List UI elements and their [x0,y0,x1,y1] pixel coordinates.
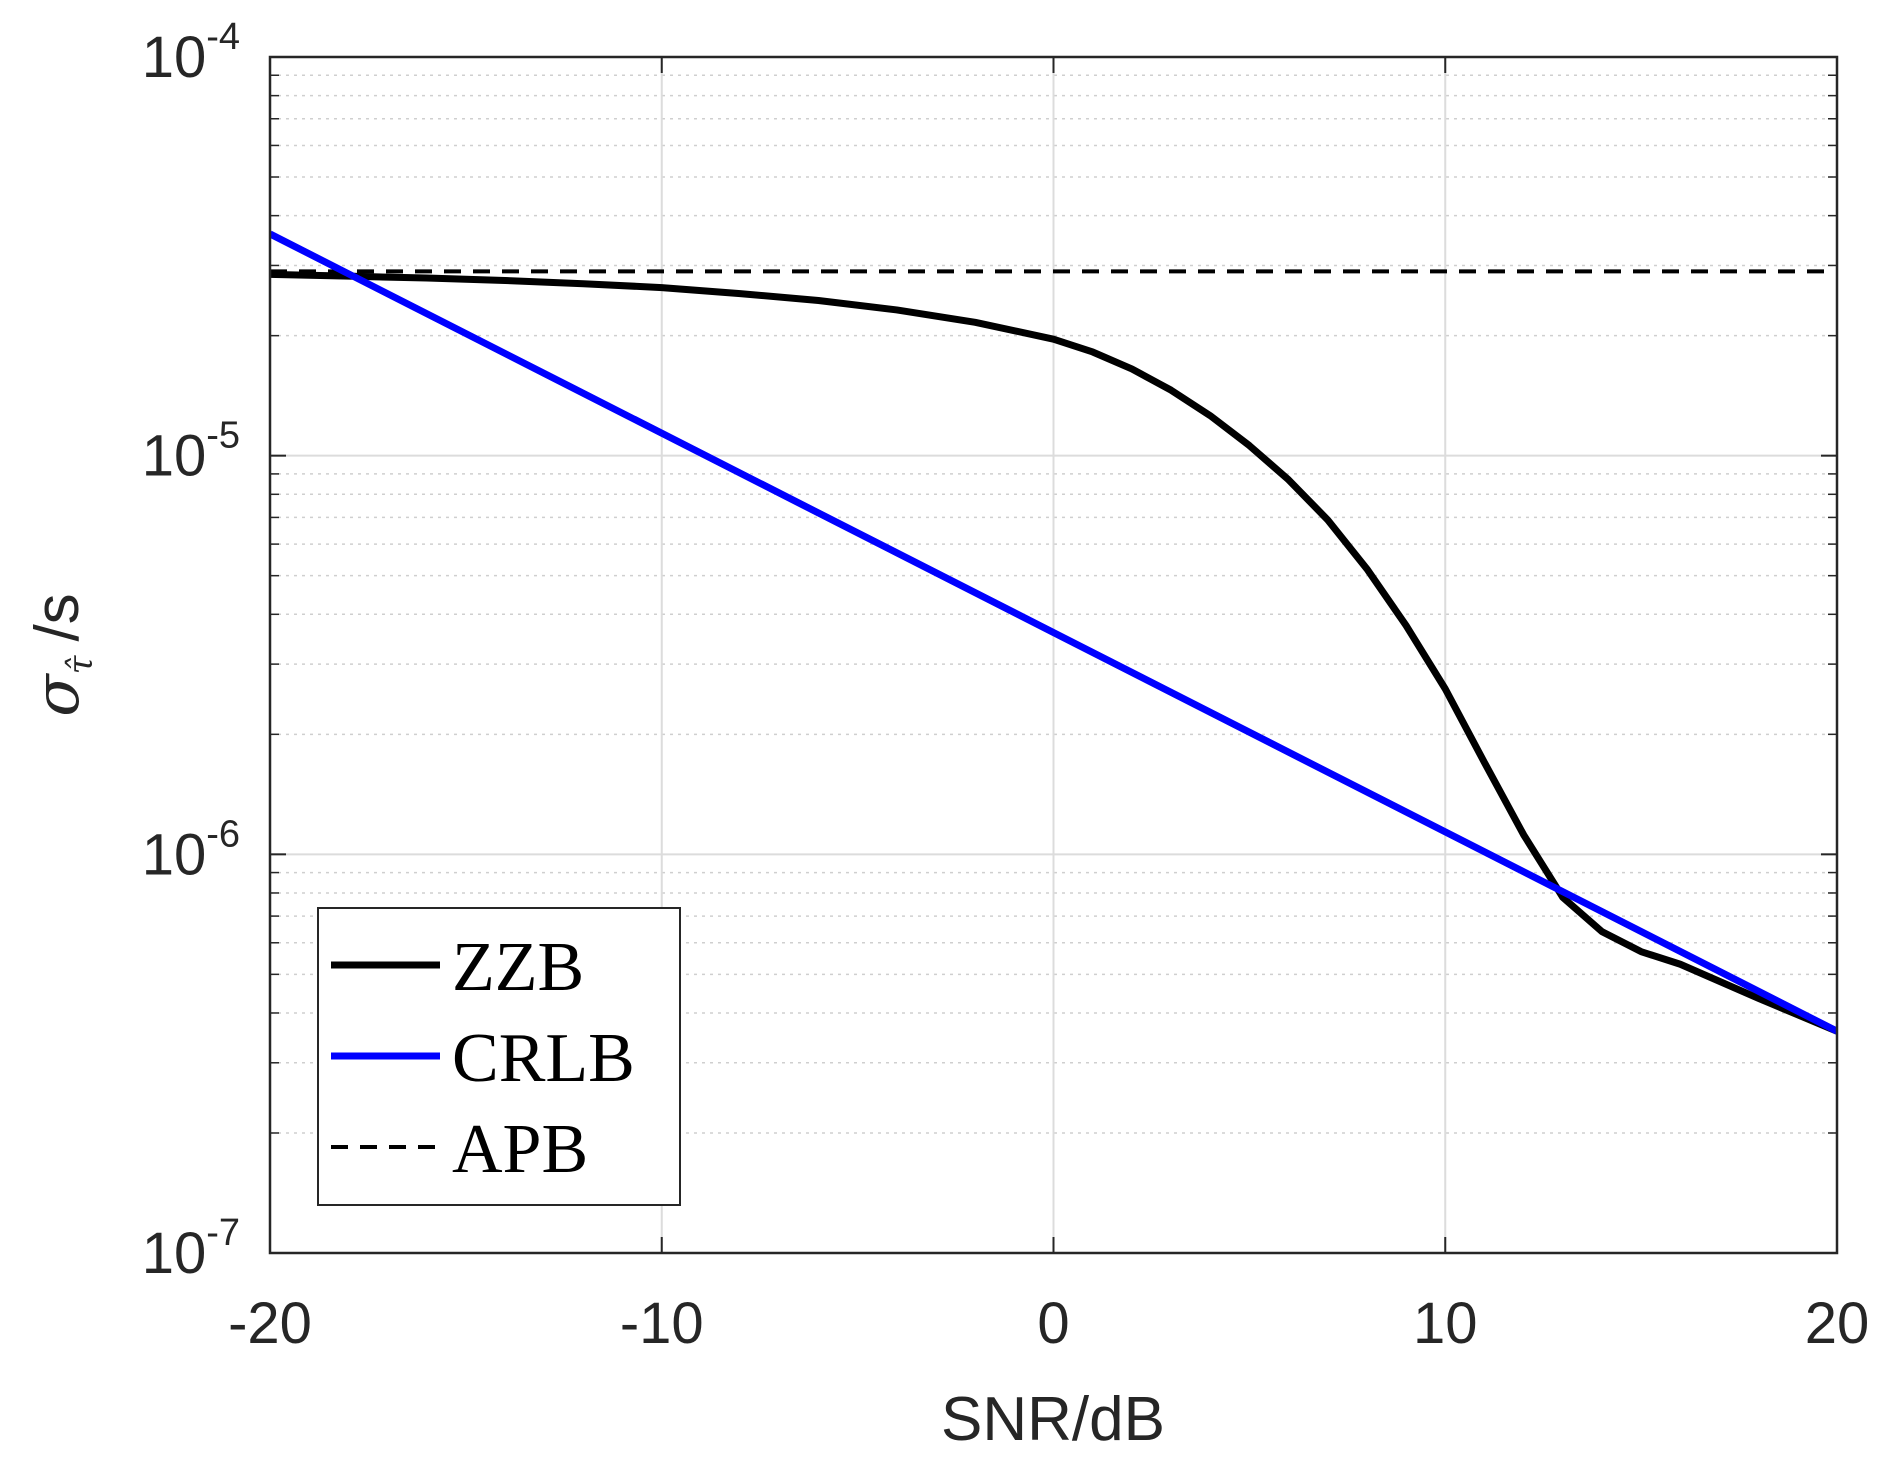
x-axis-label: SNR/dB [941,1385,1165,1454]
x-tick-labels: -20 -10 0 10 20 [228,1291,1869,1356]
y-tick-base: 10 [142,822,207,887]
legend-label-apb: APB [452,1111,588,1188]
y-tick-label: 10-5 [142,415,240,489]
legend: ZZB CRLB APB [317,907,681,1206]
legend-label-crlb: CRLB [452,1020,635,1097]
y-tick-base: 10 [142,1221,207,1286]
y-tick-exponent: -6 [206,813,240,855]
y-axis-unit: /s [23,593,92,641]
y-tick-base: 10 [142,25,207,90]
y-tick-label: 10-4 [142,16,240,90]
x-tick-label: 20 [1805,1291,1870,1356]
y-tick-label: 10-6 [142,813,240,887]
series-line-zzb [270,270,1837,1035]
series-line-crlb [270,230,1837,1035]
y-tick-exponent: -5 [206,415,240,457]
y-axis-subscript: τ̂ [61,654,101,674]
x-tick-label: 0 [1037,1291,1069,1356]
x-tick-label: -20 [228,1291,312,1356]
y-tick-exponent: -4 [206,16,240,58]
y-tick-base: 10 [142,424,207,489]
y-tick-label: 10-7 [142,1212,240,1286]
axis-ticks [269,56,1838,1254]
legend-label-zzb: ZZB [452,929,584,1006]
x-tick-label: -10 [620,1291,704,1356]
y-axis-symbol: σ [20,673,93,717]
y-axis-label: στ̂ /s [20,593,101,716]
svg-text:στ̂/s: στ̂ /s [20,593,101,716]
x-tick-label: 10 [1413,1291,1478,1356]
y-tick-exponent: -7 [206,1212,240,1254]
y-tick-labels: 10-710-610-510-4 [142,16,240,1286]
plot-series [270,230,1837,1035]
